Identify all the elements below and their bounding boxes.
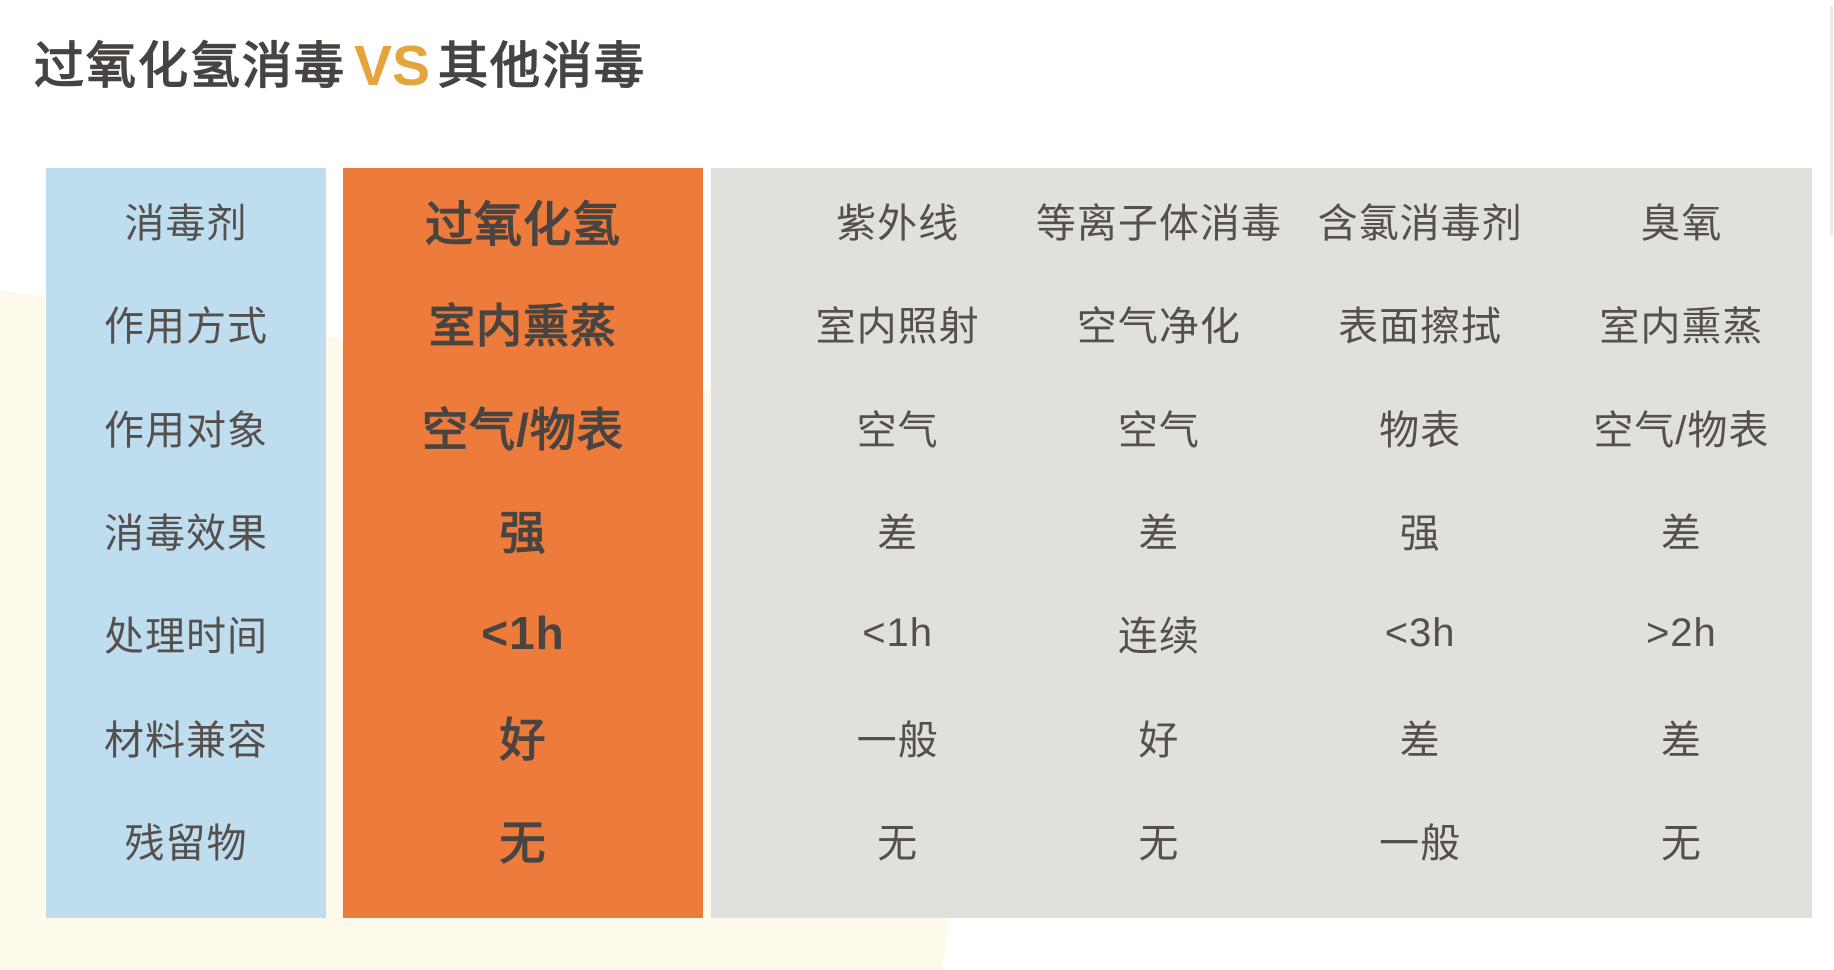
table-cell: 差 (1551, 478, 1812, 581)
table-cell: 空气/物表 (1551, 375, 1812, 478)
cell-value: 无 (1138, 822, 1180, 867)
column-header-cell: 过氧化氢 (343, 168, 703, 271)
table-cell: 差 (1028, 478, 1289, 581)
column-header: 含氯消毒剂 (1317, 201, 1523, 246)
column-header-cell: 紫外线 (767, 168, 1028, 271)
cell-value: 差 (1660, 511, 1702, 556)
table-cell: 差 (1290, 685, 1551, 788)
table-cell: 一般 (767, 685, 1028, 788)
cell-value: 空气 (856, 408, 939, 453)
table-cell: 好 (343, 685, 703, 788)
table-cell: 空气 (767, 375, 1028, 478)
table-cell: 空气净化 (1028, 271, 1289, 374)
others-panel: 紫外线 室内照射 空气 差 <1h 一般 无 等离子体消毒 空气净化 空气 差 … (711, 168, 1812, 918)
column-header: 等离子体消毒 (1035, 201, 1282, 246)
cell-value: 空气 (1117, 408, 1200, 453)
table-cell: <1h (767, 582, 1028, 685)
row-label: 处理时间 (104, 615, 268, 660)
column-header: 紫外线 (836, 201, 960, 246)
plasma-column: 等离子体消毒 空气净化 空气 差 连续 好 无 (1028, 168, 1289, 892)
cell-value: 物表 (1379, 408, 1462, 453)
table-cell: <3h (1290, 582, 1551, 685)
row-label: 作用方式 (104, 305, 268, 350)
row-label-cell: 作用对象 (46, 375, 326, 478)
table-cell: 无 (343, 789, 703, 892)
table-cell: 无 (1551, 789, 1812, 892)
row-label: 消毒效果 (104, 511, 268, 556)
cell-value: >2h (1645, 610, 1717, 655)
cell-value: 差 (1660, 718, 1702, 763)
cell-value: 空气/物表 (1593, 408, 1770, 453)
row-label: 消毒剂 (124, 201, 248, 246)
row-label: 材料兼容 (104, 718, 268, 763)
row-label-cell: 消毒效果 (46, 478, 326, 581)
cell-value: 强 (1399, 511, 1441, 556)
table-cell: 空气 (1028, 375, 1289, 478)
cell-value: <3h (1384, 610, 1456, 655)
table-cell: <1h (343, 582, 703, 685)
uv-column: 紫外线 室内照射 空气 差 <1h 一般 无 (767, 168, 1028, 892)
cell-value: 一般 (856, 718, 939, 763)
page-title: 过氧化氢消毒 VS 其他消毒 (34, 26, 646, 99)
row-labels-column: 消毒剂 作用方式 作用对象 消毒效果 处理时间 材料兼容 残留物 (46, 168, 326, 918)
title-tail: 其他消毒 (438, 38, 647, 94)
table-cell: 室内照射 (767, 271, 1028, 374)
title-lead: 过氧化氢消毒 (34, 38, 346, 94)
cell-value: 差 (1138, 511, 1180, 556)
cell-value: 无 (877, 822, 919, 867)
chlorine-column: 含氯消毒剂 表面擦拭 物表 强 <3h 差 一般 (1290, 168, 1551, 892)
cell-value: 空气/物表 (422, 403, 624, 456)
ozone-column: 臭氧 室内熏蒸 空气/物表 差 >2h 差 无 (1551, 168, 1812, 892)
column-header-cell: 等离子体消毒 (1028, 168, 1289, 271)
cell-value: 无 (499, 817, 547, 870)
table-cell: 强 (343, 478, 703, 581)
row-label-cell: 处理时间 (46, 582, 326, 685)
table-cell: >2h (1551, 582, 1812, 685)
cell-value: 差 (877, 511, 919, 556)
table-cell: 室内熏蒸 (343, 271, 703, 374)
column-header-cell: 含氯消毒剂 (1290, 168, 1551, 271)
title-vs: VS (354, 34, 431, 98)
row-label-cell: 作用方式 (46, 271, 326, 374)
cell-value: 强 (499, 506, 547, 559)
row-label-cell: 残留物 (46, 789, 326, 892)
cell-value: 空气净化 (1076, 305, 1241, 350)
cell-value: 表面擦拭 (1338, 305, 1503, 350)
table-cell: 无 (1028, 789, 1289, 892)
cell-value: <1h (481, 607, 565, 660)
table-cell: 好 (1028, 685, 1289, 788)
table-cell: 差 (1551, 685, 1812, 788)
cell-value: 室内熏蒸 (429, 300, 617, 353)
row-label: 残留物 (124, 822, 248, 867)
cell-value: 一般 (1379, 822, 1462, 867)
cell-value: 室内照射 (815, 305, 980, 350)
table-cell: 差 (767, 478, 1028, 581)
column-header-cell: 臭氧 (1551, 168, 1812, 271)
table-cell: 连续 (1028, 582, 1289, 685)
row-label: 作用对象 (104, 408, 268, 453)
table-cell: 室内熏蒸 (1551, 271, 1812, 374)
table-cell: 强 (1290, 478, 1551, 581)
cell-value: 连续 (1117, 615, 1200, 660)
table-cell: 物表 (1290, 375, 1551, 478)
cell-value: <1h (862, 610, 934, 655)
table-cell: 无 (767, 789, 1028, 892)
hydrogen-peroxide-column: 过氧化氢 室内熏蒸 空气/物表 强 <1h 好 无 (343, 168, 703, 918)
row-label-cell: 材料兼容 (46, 685, 326, 788)
column-header: 臭氧 (1640, 201, 1723, 246)
cell-value: 好 (1138, 718, 1180, 763)
table-cell: 表面擦拭 (1290, 271, 1551, 374)
cell-value: 差 (1399, 718, 1441, 763)
table-cell: 一般 (1290, 789, 1551, 892)
column-header: 过氧化氢 (424, 198, 621, 252)
cell-value: 室内熏蒸 (1599, 305, 1764, 350)
table-cell: 空气/物表 (343, 375, 703, 478)
page-edge-line (1830, 6, 1833, 236)
cell-value: 好 (499, 713, 547, 766)
row-label-cell: 消毒剂 (46, 168, 326, 271)
cell-value: 无 (1660, 822, 1702, 867)
